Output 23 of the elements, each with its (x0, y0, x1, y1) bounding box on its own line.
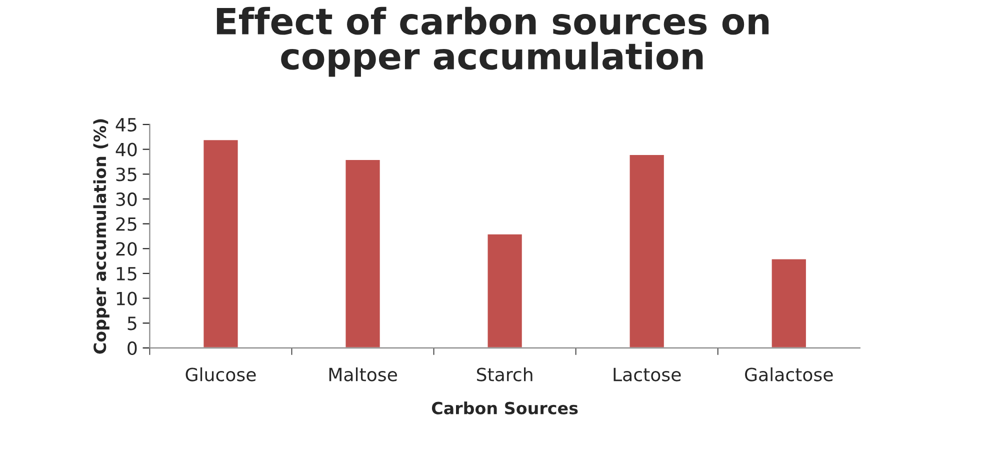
x-tick-label: Galactose (745, 367, 833, 382)
x-tick-label: Lactose (614, 368, 681, 382)
bar (202, 138, 240, 348)
x-axis-title: Carbon Sources (432, 402, 578, 414)
y-tick-label: 0 (128, 341, 137, 356)
y-tick-label: 20 (116, 242, 137, 256)
chart-title: Effect of carbon sources on copper accumulation (216, 6, 769, 77)
y-tick-label: 15 (116, 267, 136, 281)
bar (344, 158, 382, 348)
y-tick-label: 25 (116, 217, 136, 231)
y-tick-label: 35 (116, 168, 136, 182)
y-tick-label: 45 (116, 118, 136, 132)
bar (628, 154, 666, 348)
x-tick-label: Maltose (329, 367, 397, 382)
x-tick-label: Glucose (186, 367, 256, 382)
x-tick-label: Starch (477, 367, 532, 382)
y-tick-label: 10 (116, 292, 137, 306)
y-tick-label: 5 (128, 316, 136, 330)
y-tick-label: 40 (116, 142, 137, 156)
y-tick-label: 30 (116, 192, 137, 206)
y-axis-title: Copper accumulation (%) (93, 119, 110, 354)
bar (770, 258, 808, 348)
bar (486, 233, 524, 348)
